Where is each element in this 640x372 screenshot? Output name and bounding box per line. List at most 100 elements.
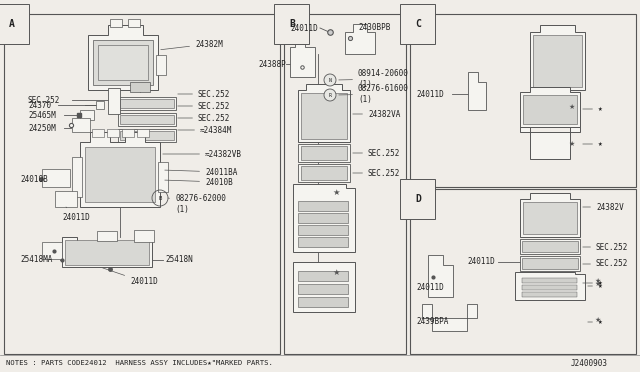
Text: SEC.252: SEC.252 <box>178 113 230 122</box>
Bar <box>128 19 140 27</box>
Bar <box>65 240 149 265</box>
Polygon shape <box>293 184 355 252</box>
Bar <box>122 129 134 137</box>
Text: 24011D: 24011D <box>102 268 157 286</box>
Polygon shape <box>88 25 158 90</box>
Text: A: A <box>9 19 15 29</box>
Bar <box>522 278 577 283</box>
Bar <box>410 14 636 187</box>
Text: B: B <box>158 196 162 201</box>
Bar <box>107 129 119 137</box>
Bar <box>301 146 347 160</box>
Bar <box>298 237 348 247</box>
Text: 08276-61600
(1): 08276-61600 (1) <box>339 84 409 104</box>
Polygon shape <box>290 39 315 77</box>
Bar <box>520 256 580 271</box>
Text: 2430BPB: 2430BPB <box>358 22 390 32</box>
Text: ★: ★ <box>332 187 340 196</box>
Text: C: C <box>415 19 421 29</box>
Bar <box>301 93 347 139</box>
Bar <box>298 297 348 307</box>
Text: 24011D: 24011D <box>467 257 495 266</box>
Text: 08276-62000
(1): 08276-62000 (1) <box>168 194 226 214</box>
Text: 24250M: 24250M <box>28 124 56 132</box>
Text: 24382VA: 24382VA <box>353 109 401 119</box>
Text: ★: ★ <box>583 105 603 113</box>
Text: 25418MA: 25418MA <box>20 256 52 264</box>
Text: 24382M: 24382M <box>161 39 223 50</box>
Bar <box>4 14 280 354</box>
Text: SEC.252: SEC.252 <box>353 169 401 177</box>
Bar <box>118 129 176 142</box>
Text: ★: ★ <box>595 317 601 323</box>
Text: 2439BPA: 2439BPA <box>416 317 449 327</box>
Polygon shape <box>515 272 585 300</box>
Bar <box>156 55 166 75</box>
Text: N: N <box>328 77 332 83</box>
Bar <box>120 115 174 124</box>
Text: 24011BA: 24011BA <box>164 167 237 176</box>
Text: ★: ★ <box>583 279 603 288</box>
Bar <box>522 241 578 252</box>
Bar <box>298 164 350 182</box>
Bar <box>298 284 348 294</box>
Text: 24382V: 24382V <box>583 202 624 212</box>
Text: SEC.252: SEC.252 <box>583 243 628 251</box>
Text: D: D <box>415 194 421 204</box>
Bar <box>134 230 154 242</box>
Text: 24388P: 24388P <box>259 60 286 68</box>
Polygon shape <box>42 242 62 259</box>
Text: R: R <box>328 93 332 97</box>
Polygon shape <box>80 132 160 207</box>
Bar <box>523 202 577 234</box>
Bar <box>298 225 348 235</box>
Bar <box>118 97 176 110</box>
Text: ★: ★ <box>569 104 575 110</box>
Text: ★: ★ <box>588 282 603 291</box>
Bar <box>72 157 82 197</box>
Text: B: B <box>289 19 295 29</box>
Circle shape <box>324 74 336 86</box>
Text: 24011D: 24011D <box>290 23 317 32</box>
Text: 25465M: 25465M <box>28 110 56 119</box>
Polygon shape <box>293 262 355 312</box>
Bar <box>98 45 148 80</box>
Polygon shape <box>520 87 580 127</box>
Text: SEC.252: SEC.252 <box>178 102 230 110</box>
Text: J2400903: J2400903 <box>571 359 608 368</box>
Text: ★: ★ <box>595 281 601 287</box>
Polygon shape <box>422 304 477 331</box>
Text: ★: ★ <box>569 141 575 147</box>
Polygon shape <box>345 24 375 54</box>
Polygon shape <box>298 84 350 142</box>
Bar <box>533 35 582 87</box>
Circle shape <box>324 89 336 101</box>
Bar <box>97 231 117 241</box>
Bar <box>301 166 347 180</box>
Text: 08914-20600
(1): 08914-20600 (1) <box>339 69 409 89</box>
Polygon shape <box>520 127 580 159</box>
Text: NOTES : PARTS CODE24012  HARNESS ASSY INCLUDES★"MARKED PARTS.: NOTES : PARTS CODE24012 HARNESS ASSY INC… <box>6 360 273 366</box>
Polygon shape <box>530 25 585 90</box>
Bar <box>298 201 348 211</box>
Bar <box>522 258 578 269</box>
Bar <box>85 147 155 202</box>
Bar <box>120 99 174 108</box>
Text: 24370: 24370 <box>28 100 51 109</box>
Bar <box>158 162 168 192</box>
Bar <box>137 129 149 137</box>
Polygon shape <box>428 255 453 297</box>
Bar <box>120 131 174 140</box>
Text: ★: ★ <box>332 267 340 276</box>
Bar <box>110 19 122 27</box>
Bar <box>96 101 104 109</box>
Text: ≂24384M: ≂24384M <box>178 125 232 135</box>
Bar <box>520 239 580 254</box>
Text: ★: ★ <box>588 317 603 327</box>
Bar <box>80 110 94 120</box>
Text: SEC.252: SEC.252 <box>583 260 628 269</box>
Text: ★: ★ <box>595 278 601 284</box>
Bar <box>522 285 577 290</box>
Polygon shape <box>468 72 486 110</box>
Bar <box>42 169 70 187</box>
